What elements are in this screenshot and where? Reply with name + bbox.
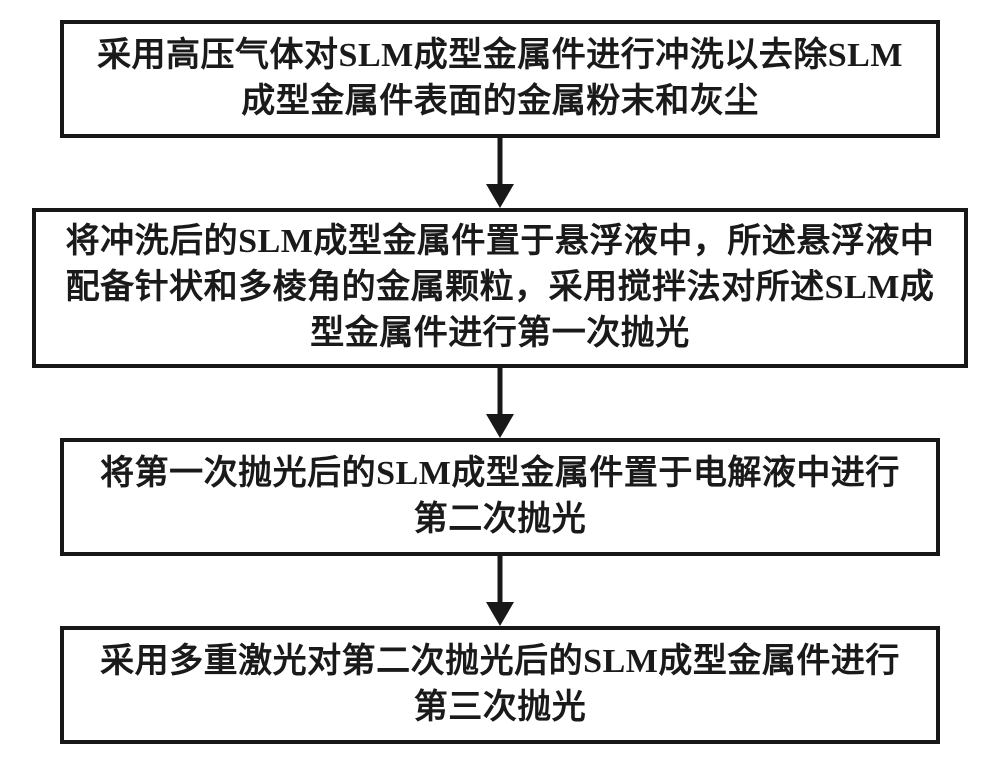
- flow-node-n3: 将第一次抛光后的SLM成型金属件置于电解液中进行第二次抛光: [60, 438, 940, 556]
- flow-node-n1: 采用高压气体对SLM成型金属件进行冲洗以去除SLM成型金属件表面的金属粉末和灰尘: [60, 20, 940, 138]
- arrow-head-icon: [486, 602, 514, 626]
- arrow-head-icon: [486, 184, 514, 208]
- flowchart-canvas: 采用高压气体对SLM成型金属件进行冲洗以去除SLM成型金属件表面的金属粉末和灰尘…: [0, 0, 1000, 761]
- flow-node-n4: 采用多重激光对第二次抛光后的SLM成型金属件进行第三次抛光: [60, 626, 940, 744]
- arrow-shaft: [498, 556, 503, 602]
- flow-node-text: 将冲洗后的SLM成型金属件置于悬浮液中，所述悬浮液中配备针状和多棱角的金属颗粒，…: [60, 219, 940, 357]
- arrow-shaft: [498, 368, 503, 414]
- arrow-shaft: [498, 138, 503, 184]
- flow-node-n2: 将冲洗后的SLM成型金属件置于悬浮液中，所述悬浮液中配备针状和多棱角的金属颗粒，…: [32, 208, 968, 368]
- flow-node-text: 采用多重激光对第二次抛光后的SLM成型金属件进行第三次抛光: [88, 639, 912, 731]
- arrow-head-icon: [486, 414, 514, 438]
- flow-node-text: 采用高压气体对SLM成型金属件进行冲洗以去除SLM成型金属件表面的金属粉末和灰尘: [88, 33, 912, 125]
- flow-node-text: 将第一次抛光后的SLM成型金属件置于电解液中进行第二次抛光: [88, 451, 912, 543]
